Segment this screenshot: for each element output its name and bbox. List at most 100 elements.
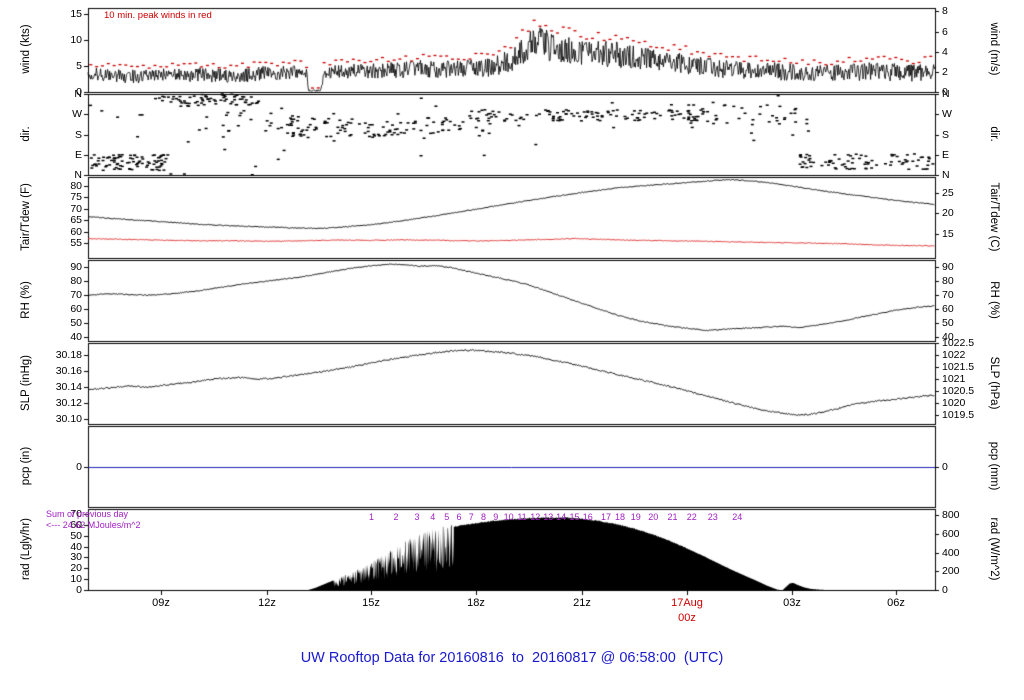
y-tick-right-dir: W xyxy=(942,108,952,120)
rad-hour-mark-1: 1 xyxy=(368,512,374,522)
x-tick-label-00z: 00z xyxy=(678,612,696,624)
x-tick-label-17Aug: 17Aug xyxy=(671,597,703,609)
rad-sum-note: Sum of previous day xyxy=(46,509,129,519)
y-tick-left-rh: 40 xyxy=(70,331,82,343)
x-tick-label-12z: 12z xyxy=(258,597,276,609)
rad-hour-mark-10: 10 xyxy=(503,512,514,522)
y-tick-left-wind: 10 xyxy=(70,34,82,46)
x-tick-label-06z: 06z xyxy=(887,597,905,609)
y-tick-left-dir: E xyxy=(74,149,82,161)
y-tick-right-slp: 1020 xyxy=(942,397,966,409)
y-tick-right-rad: 400 xyxy=(942,547,960,559)
rad-hour-mark-14: 14 xyxy=(556,512,567,522)
y-tick-left-slp: 30.10 xyxy=(55,413,82,425)
y-tick-right-tair: 15 xyxy=(942,228,954,240)
rad-hour-mark-15: 15 xyxy=(569,512,580,522)
rad-hour-mark-24: 24 xyxy=(732,512,743,522)
y-tick-left-dir: N xyxy=(74,88,82,100)
y-tick-left-rh: 70 xyxy=(70,289,82,301)
y-tick-right-rh: 80 xyxy=(942,275,954,287)
y-tick-right-dir: N xyxy=(942,88,950,100)
rad-hour-mark-6: 6 xyxy=(456,512,462,522)
y-tick-right-rad: 0 xyxy=(942,584,948,596)
y-tick-left-dir: N xyxy=(74,169,82,181)
y-tick-right-rh: 90 xyxy=(942,261,954,273)
y-tick-right-wind: 6 xyxy=(942,26,948,38)
y-tick-left-rad: 10 xyxy=(70,573,82,585)
axis-label-right-rad: rad (W/m^2) xyxy=(988,517,1000,580)
y-tick-left-rad: 70 xyxy=(70,508,82,520)
y-tick-left-wind: 5 xyxy=(76,60,82,72)
wind-peak-note: 10 min. peak winds in red xyxy=(104,10,212,21)
rad-hour-mark-9: 9 xyxy=(493,512,499,522)
y-tick-right-wind: 2 xyxy=(942,66,948,78)
y-tick-right-rad: 600 xyxy=(942,528,960,540)
y-tick-right-slp: 1021 xyxy=(942,373,966,385)
y-tick-left-rad: 0 xyxy=(76,584,82,596)
y-tick-left-tair: 70 xyxy=(70,203,82,215)
rad-hour-mark-19: 19 xyxy=(630,512,641,522)
rad-hour-mark-11: 11 xyxy=(517,512,527,522)
y-tick-right-rh: 60 xyxy=(942,303,954,315)
y-tick-right-tair: 25 xyxy=(942,187,954,199)
y-tick-left-dir: W xyxy=(72,108,82,120)
x-tick-label-15z: 15z xyxy=(362,597,380,609)
y-tick-right-dir: N xyxy=(942,169,950,181)
y-tick-right-wind: 8 xyxy=(942,5,948,17)
y-tick-right-dir: E xyxy=(942,149,950,161)
rad-hour-mark-12: 12 xyxy=(530,512,541,522)
axis-label-left-rad: rad (Lgly/hr) xyxy=(20,517,32,580)
y-tick-left-rad: 40 xyxy=(70,541,82,553)
rad-hour-mark-18: 18 xyxy=(614,512,625,522)
rad-hour-mark-8: 8 xyxy=(480,512,486,522)
y-tick-left-slp: 30.16 xyxy=(55,365,82,377)
rad-hour-mark-3: 3 xyxy=(414,512,420,522)
y-tick-left-slp: 30.14 xyxy=(55,381,82,393)
y-tick-right-wind: 4 xyxy=(942,46,948,58)
chart-title: UW Rooftop Data for 20160816 to 20160817… xyxy=(300,650,724,666)
y-tick-left-tair: 55 xyxy=(70,237,82,249)
y-tick-right-tair: 20 xyxy=(942,207,954,219)
x-tick-label-21z: 21z xyxy=(573,597,591,609)
y-tick-left-dir: S xyxy=(74,129,82,141)
x-tick-label-09z: 09z xyxy=(152,597,170,609)
y-tick-right-slp: 1022.5 xyxy=(942,337,975,349)
y-tick-left-rh: 60 xyxy=(70,303,82,315)
y-tick-right-rad: 200 xyxy=(942,565,960,577)
y-tick-left-rad: 20 xyxy=(70,562,82,574)
rad-hour-mark-23: 23 xyxy=(707,512,718,522)
y-tick-left-tair: 80 xyxy=(70,180,82,192)
y-tick-right-pcp: 0 xyxy=(942,461,948,473)
rad-hour-mark-7: 7 xyxy=(468,512,474,522)
rad-hour-mark-5: 5 xyxy=(444,512,450,522)
y-tick-right-slp: 1020.5 xyxy=(942,385,975,397)
rad-hour-mark-2: 2 xyxy=(393,512,399,522)
y-tick-left-tair: 65 xyxy=(70,214,82,226)
y-tick-left-wind: 0 xyxy=(76,86,82,98)
x-tick-label-18z: 18z xyxy=(467,597,485,609)
y-tick-right-wind: 0 xyxy=(942,86,948,98)
rad-hour-mark-22: 22 xyxy=(686,512,697,522)
rad-hour-mark-17: 17 xyxy=(600,512,611,522)
y-tick-right-rh: 70 xyxy=(942,289,954,301)
y-tick-left-rad: 30 xyxy=(70,551,82,563)
y-tick-left-slp: 30.18 xyxy=(55,349,82,361)
rad-hour-mark-13: 13 xyxy=(543,512,554,522)
y-tick-left-rh: 50 xyxy=(70,317,82,329)
y-tick-left-rad: 50 xyxy=(70,530,82,542)
y-tick-right-slp: 1022 xyxy=(942,349,966,361)
y-tick-left-rad: 60 xyxy=(70,519,82,531)
y-tick-right-rh: 40 xyxy=(942,331,954,343)
y-tick-left-wind: 15 xyxy=(70,8,82,20)
y-tick-right-rad: 800 xyxy=(942,509,960,521)
rad-hour-mark-16: 16 xyxy=(582,512,593,522)
y-tick-left-rh: 90 xyxy=(70,261,82,273)
y-tick-right-dir: S xyxy=(942,129,950,141)
rad-sum-value-note: <--- 24.62 MJoules/m^2 xyxy=(46,520,141,530)
y-tick-left-slp: 30.12 xyxy=(55,397,82,409)
y-tick-left-tair: 60 xyxy=(70,226,82,238)
y-tick-right-slp: 1021.5 xyxy=(942,361,975,373)
y-tick-left-rh: 80 xyxy=(70,275,82,287)
